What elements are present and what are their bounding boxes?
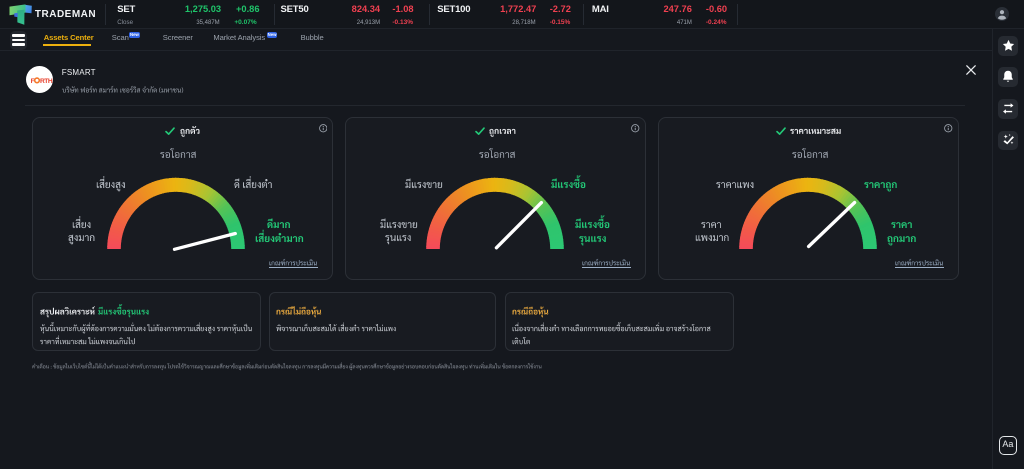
svg-text:F: F <box>30 78 34 85</box>
svg-text:RTH: RTH <box>40 78 53 85</box>
